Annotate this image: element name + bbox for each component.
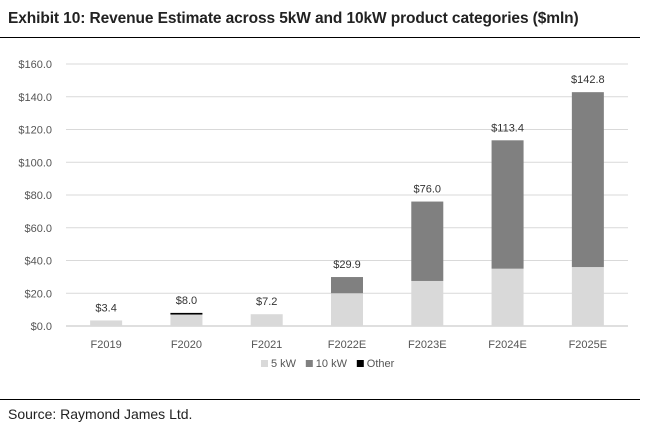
bar-segment-5kw-f2022e xyxy=(331,293,363,326)
y-tick-label: $60.0 xyxy=(24,223,52,235)
x-tick-label: F2024E xyxy=(488,339,527,351)
bar-segment-10kw-f2024e xyxy=(491,140,524,269)
bottom-rule xyxy=(0,399,640,400)
bar-segment-5kw-f2019 xyxy=(90,320,123,326)
bar-segment-5kw-f2024e xyxy=(491,268,524,326)
total-label: $76.0 xyxy=(414,184,442,196)
x-tick-label: F2023E xyxy=(408,339,447,351)
gridlines xyxy=(66,63,628,327)
x-axis-ticks: F2019 F2020 F2021 F2022E F2023E F2024E F2025E xyxy=(91,339,608,351)
bars xyxy=(90,92,604,326)
y-tick-label: $80.0 xyxy=(24,190,52,202)
legend-label: 10 kW xyxy=(316,358,348,370)
bar-segment-5kw-f2025e xyxy=(571,267,604,326)
total-label: $7.2 xyxy=(256,296,277,308)
chart-title: Exhibit 10: Revenue Estimate across 5kW … xyxy=(8,10,579,27)
x-tick-label: F2020 xyxy=(171,339,202,351)
y-tick-label: $0.0 xyxy=(31,321,52,333)
x-tick-label: F2022E xyxy=(328,339,367,351)
legend: 5 kW 10 kW Other xyxy=(261,358,395,370)
bar-segment-5kw-f2020 xyxy=(170,314,203,326)
y-tick-label: $120.0 xyxy=(18,125,52,137)
legend-label: Other xyxy=(367,358,395,370)
x-tick-label: F2021 xyxy=(251,339,282,351)
y-tick-label: $100.0 xyxy=(18,157,52,169)
total-label: $113.4 xyxy=(491,122,524,134)
total-label: $29.9 xyxy=(333,259,361,271)
legend-swatch xyxy=(261,360,268,367)
revenue-stacked-bar-chart: $0.0 $20.0 $40.0 $60.0 $80.0 $100.0 $120.0 $140… xyxy=(18,59,628,370)
bar-segment-5kw-f2021 xyxy=(250,314,283,326)
total-label: $8.0 xyxy=(176,295,197,307)
x-tick-label: F2025E xyxy=(569,339,608,351)
y-tick-label: $40.0 xyxy=(24,256,52,268)
bar-segment-10kw-f2023e xyxy=(411,201,444,281)
legend-swatch xyxy=(356,360,364,367)
bar-segment-5kw-f2023e xyxy=(411,280,444,326)
legend-label: 5 kW xyxy=(271,358,297,370)
bar-segment-10kw-f2022e xyxy=(331,277,363,294)
bar-segment-other-f2020 xyxy=(170,312,203,315)
total-label: $3.4 xyxy=(95,302,116,314)
x-tick-label: F2019 xyxy=(91,339,122,351)
legend-swatch xyxy=(305,360,313,367)
bar-segment-10kw-f2025e xyxy=(571,92,604,268)
data-labels: $3.4 $8.0 $7.2 $29.9 $76.0 $113.4 $142.8 xyxy=(95,74,604,314)
y-tick-label: $140.0 xyxy=(18,92,52,104)
top-rule xyxy=(0,37,640,38)
total-label: $142.8 xyxy=(571,74,605,86)
y-tick-label: $20.0 xyxy=(24,288,52,300)
y-axis-ticks: $0.0 $20.0 $40.0 $60.0 $80.0 $100.0 $120.0 $140… xyxy=(18,59,52,333)
source-note: Source: Raymond James Ltd. xyxy=(8,406,193,422)
y-tick-label: $160.0 xyxy=(18,59,52,71)
